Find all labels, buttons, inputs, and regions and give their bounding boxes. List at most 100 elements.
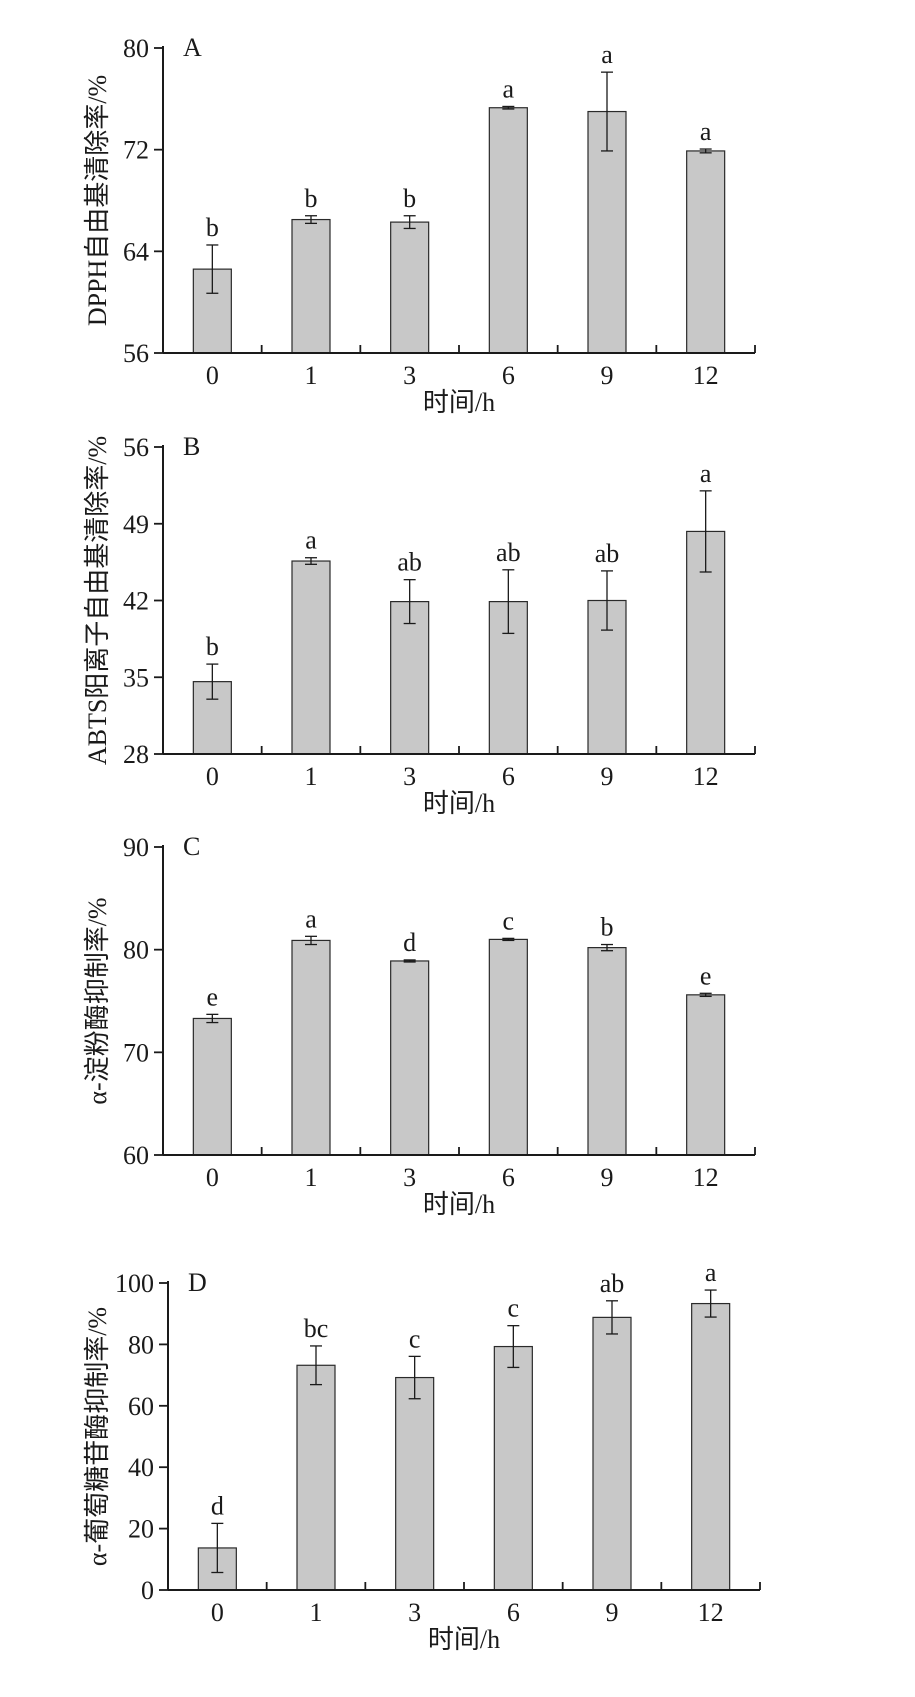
error-bar — [704, 1289, 717, 1318]
y-tick-label: 80 — [123, 34, 149, 63]
significance-letter: a — [305, 904, 317, 933]
x-tick-label: 1 — [305, 762, 318, 791]
significance-letter: ab — [600, 1269, 625, 1298]
y-tick-label: 60 — [123, 1141, 149, 1170]
y-axis-title: DPPH自由基清除率/% — [83, 75, 112, 326]
bar — [395, 1376, 435, 1591]
x-tick-label: 3 — [408, 1598, 421, 1627]
error-bar — [601, 71, 613, 152]
y-tick-label: 60 — [128, 1392, 154, 1421]
significance-letter: b — [206, 213, 219, 242]
significance-letter: a — [503, 74, 515, 103]
significance-letter: e — [207, 982, 219, 1011]
y-tick-label: 80 — [128, 1330, 154, 1359]
x-tick-label: 1 — [305, 361, 318, 390]
error-bar — [310, 1345, 322, 1386]
error-bar — [601, 943, 613, 952]
x-tick-label: 6 — [502, 762, 515, 791]
error-bar — [305, 557, 317, 565]
y-tick-label: 56 — [123, 433, 149, 462]
y-tick-label: 100 — [115, 1269, 154, 1298]
error-bar — [403, 215, 416, 230]
error-bar — [206, 663, 219, 700]
y-tick-label: 70 — [123, 1038, 149, 1067]
bar — [390, 600, 430, 755]
x-tick-label: 0 — [206, 1163, 219, 1192]
x-tick-label: 6 — [507, 1598, 520, 1627]
panel-d: d bc c c ab a 0 20 40 60 80 100 0 1 3 6 9 12 时间/h Dα-葡萄糖苷酶抑… — [83, 1258, 761, 1654]
bar — [691, 1302, 731, 1591]
bar — [493, 1345, 533, 1591]
x-tick-label: 9 — [601, 762, 614, 791]
x-axis-title: 时间/h — [428, 1625, 500, 1654]
error-bar — [502, 569, 515, 635]
error-bar — [699, 490, 712, 573]
error-bar — [403, 579, 416, 625]
error-bar — [305, 935, 317, 946]
x-tick-label: 12 — [693, 762, 719, 791]
significance-letter: e — [700, 961, 712, 990]
y-tick-label: 80 — [123, 936, 149, 965]
x-tick-label: 9 — [601, 1163, 614, 1192]
x-tick-label: 12 — [693, 1163, 719, 1192]
panel-c: e a d c b e 60 70 80 90 0 1 3 6 9 12 时间/h Cα-淀粉酶抑制率/% — [83, 832, 756, 1219]
bar — [291, 939, 331, 1156]
y-tick-label: 72 — [123, 136, 149, 165]
x-tick-label: 6 — [502, 1163, 515, 1192]
error-bar — [408, 1355, 421, 1400]
significance-letter: bc — [304, 1314, 329, 1343]
significance-letter: c — [508, 1294, 520, 1323]
x-tick-label: 3 — [403, 762, 416, 791]
panel-label: B — [183, 432, 200, 461]
error-bar — [699, 148, 712, 154]
error-bar — [502, 937, 515, 942]
x-tick-label: 1 — [310, 1598, 323, 1627]
significance-letter: a — [700, 459, 712, 488]
bar — [686, 994, 726, 1156]
significance-letter: a — [700, 117, 712, 146]
bar — [686, 150, 726, 354]
significance-letter: ab — [595, 539, 620, 568]
y-tick-label: 90 — [123, 833, 149, 862]
error-bar — [206, 1013, 219, 1024]
significance-letter: a — [601, 40, 613, 69]
x-tick-label: 0 — [211, 1598, 224, 1627]
y-tick-label: 56 — [123, 339, 149, 368]
y-axis-title: α-葡萄糖苷酶抑制率/% — [83, 1307, 112, 1566]
bar — [291, 218, 331, 354]
error-bar — [507, 1325, 520, 1369]
significance-letter: c — [409, 1324, 421, 1353]
error-bar — [699, 992, 712, 998]
y-axis-title: α-淀粉酶抑制率/% — [83, 897, 112, 1104]
significance-letter: a — [305, 526, 317, 555]
panel-a: b b b a a a 56 64 72 80 0 1 3 6 9 12 时间/h A DPPH自由基清除率/% — [83, 33, 756, 417]
y-tick-label: 64 — [123, 237, 149, 266]
x-axis-title: 时间/h — [423, 1190, 495, 1219]
y-tick-label: 42 — [123, 587, 149, 616]
error-bar — [206, 244, 219, 294]
bar — [587, 947, 627, 1156]
significance-letter: ab — [397, 548, 422, 577]
panel-label: C — [183, 832, 200, 861]
bar — [192, 1017, 232, 1156]
error-bar — [606, 1300, 618, 1335]
y-tick-label: 35 — [123, 663, 149, 692]
significance-letter: a — [705, 1258, 717, 1287]
x-tick-label: 3 — [403, 361, 416, 390]
error-bar — [305, 215, 317, 225]
y-axis-title: ABTS阳离子自由基清除率/% — [83, 436, 112, 765]
x-tick-label: 3 — [403, 1163, 416, 1192]
error-bar — [601, 570, 613, 631]
x-tick-label: 9 — [606, 1598, 619, 1627]
bar — [592, 1316, 632, 1591]
panel-label: D — [188, 1268, 207, 1297]
significance-letter: b — [206, 632, 219, 661]
significance-letter: b — [403, 184, 416, 213]
bar — [296, 1364, 336, 1591]
y-tick-label: 0 — [141, 1576, 154, 1605]
x-tick-label: 0 — [206, 762, 219, 791]
error-bar — [211, 1522, 224, 1574]
bar — [488, 938, 528, 1156]
significance-letter: b — [305, 184, 318, 213]
